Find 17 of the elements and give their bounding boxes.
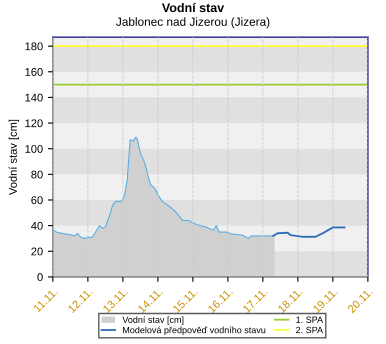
legend-label: Modelová předpověď vodního stavu <box>123 326 266 336</box>
y-tick-label: 120 <box>25 119 43 128</box>
y-tick-label: 100 <box>25 144 43 153</box>
y-tick-label: 20 <box>31 248 43 256</box>
legend-label: Vodní stav [cm] <box>122 316 184 325</box>
y-tick-label: 140 <box>25 94 43 102</box>
y-tick-label: 160 <box>25 68 43 76</box>
y-tick-label: 80 <box>31 170 43 178</box>
chart-title: Vodní stav <box>162 2 224 12</box>
y-tick-label: 60 <box>31 196 43 204</box>
y-tick-label: 0 <box>37 273 43 282</box>
y-tick-label: 40 <box>31 222 43 230</box>
legend-label: 1. SPA <box>296 316 324 323</box>
y-axis-title: Vodní stav [cm] <box>8 120 20 195</box>
legend-label: 2. SPA <box>296 326 324 334</box>
y-tick-label: 180 <box>25 42 43 50</box>
chart-subtitle: Jablonec nad Jizerou (Jizera) <box>116 17 270 28</box>
